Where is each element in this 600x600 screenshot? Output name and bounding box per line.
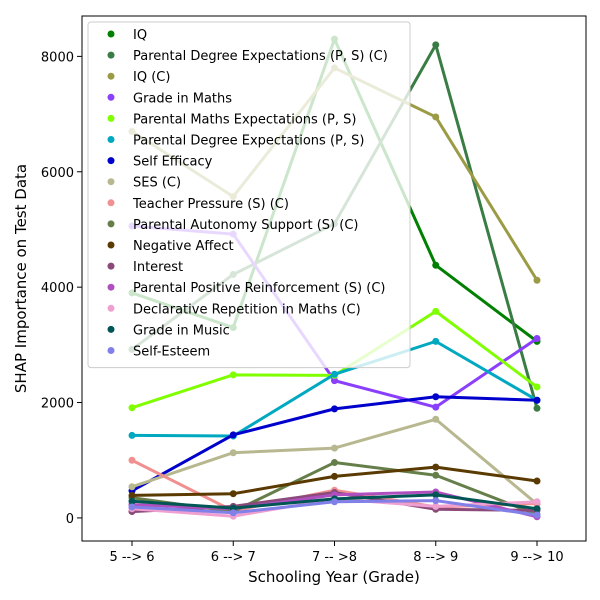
y-axis-label: SHAP Importance on Test Data (12, 164, 30, 393)
legend-label: Declarative Repetition in Maths (C) (133, 302, 361, 317)
data-point (331, 498, 338, 506)
data-point (229, 490, 237, 498)
plot-frame (81, 15, 587, 542)
data-point (533, 505, 541, 513)
legend-label: Parental Autonomy Support (S) (C) (133, 218, 358, 233)
data-point (432, 497, 440, 505)
data-point (432, 41, 440, 49)
x-tick-label: 6 --> 7 (211, 550, 256, 565)
y-tick-label: 2000 (41, 397, 74, 412)
data-point (331, 405, 338, 413)
legend-label: Grade in Maths (133, 91, 232, 106)
legend-marker (107, 262, 115, 270)
legend-items: IQ Parental Degree Expectations (P, S) (C… (107, 28, 388, 360)
data-point (533, 477, 541, 485)
data-point (533, 335, 541, 342)
data-point (432, 261, 440, 269)
data-point (331, 444, 338, 452)
data-point (229, 449, 237, 457)
data-point (331, 472, 338, 480)
y-tick-label: 8000 (41, 50, 74, 65)
data-point (432, 502, 440, 510)
legend-label: Parental Maths Expectations (P, S) (133, 112, 356, 127)
legend-marker (107, 283, 115, 291)
x-tick-label: 5 --> 6 (109, 550, 154, 565)
data-point (432, 113, 440, 121)
x-tick-label: 9 --> 10 (510, 550, 563, 565)
data-point (533, 511, 541, 519)
data-point (432, 415, 440, 423)
data-point (331, 370, 338, 378)
data-point (128, 456, 136, 464)
data-point (128, 483, 136, 491)
data-point (128, 431, 136, 439)
legend-marker (107, 136, 115, 143)
data-point (432, 403, 440, 411)
legend-marker (107, 72, 115, 80)
legend-marker (107, 241, 115, 249)
legend-label: Self Efficacy (133, 155, 213, 170)
legend-marker (107, 51, 115, 59)
x-tick-labels: 5 --> 6 6 --> 7 7 -- >8 8 --> 9 9 --> 10 (109, 550, 563, 565)
legend-box (87, 21, 411, 369)
x-tick-label: 8 --> 9 (413, 550, 458, 565)
x-axis-label: Schooling Year (Grade) (248, 568, 420, 586)
data-point (331, 459, 338, 467)
data-point (533, 276, 541, 284)
legend-label: Parental Positive Reinforcement (S) (C) (133, 281, 385, 296)
data-point (533, 498, 541, 506)
legend-label: SES (C) (133, 176, 181, 191)
legend-label: IQ (C) (133, 70, 170, 85)
data-point (432, 307, 440, 315)
axis-ticks (77, 55, 538, 546)
data-point (128, 497, 136, 505)
y-tick-label: 0 (66, 512, 74, 527)
legend-marker (107, 178, 115, 186)
legend-marker (107, 30, 115, 38)
legend-marker (107, 220, 115, 228)
legend-label: Self-Esteem (133, 345, 210, 360)
data-point (533, 383, 541, 391)
y-tick-labels: 0 2000 4000 6000 8000 (41, 50, 74, 527)
legend-label: Parental Degree Expectations (P, S) (C) (133, 49, 388, 64)
series (128, 497, 541, 519)
legend-label: Negative Affect (133, 239, 234, 254)
y-tick-label: 6000 (41, 166, 74, 181)
legend-label: Grade in Music (133, 323, 230, 338)
data-point (229, 509, 237, 517)
legend: IQ Parental Degree Expectations (P, S) (C… (87, 21, 411, 369)
x-tick-label: 7 -- >8 (312, 550, 357, 565)
legend-marker (107, 199, 115, 207)
data-point (229, 371, 237, 379)
data-point (128, 404, 136, 412)
legend-label: Interest (133, 260, 183, 275)
data-point (432, 337, 440, 345)
legend-marker (107, 93, 115, 101)
data-point (432, 393, 440, 401)
legend-marker (107, 114, 115, 122)
legend-label: Teacher Pressure (S) (C) (132, 197, 289, 212)
data-point (533, 396, 541, 404)
series (128, 463, 541, 499)
legend-label: Parental Degree Expectations (P, S) (133, 134, 364, 149)
legend-marker (107, 325, 115, 333)
data-point (331, 377, 338, 385)
legend-marker (107, 347, 115, 354)
legend-label: IQ (133, 28, 147, 43)
legend-marker (107, 304, 115, 312)
y-tick-label: 4000 (41, 281, 74, 296)
data-point (128, 491, 136, 499)
legend-marker (107, 157, 115, 165)
data-point (128, 503, 136, 511)
data-point (432, 471, 440, 479)
data-point (432, 463, 440, 471)
data-point (229, 431, 237, 439)
data-point (533, 404, 541, 412)
data-point (432, 491, 440, 499)
